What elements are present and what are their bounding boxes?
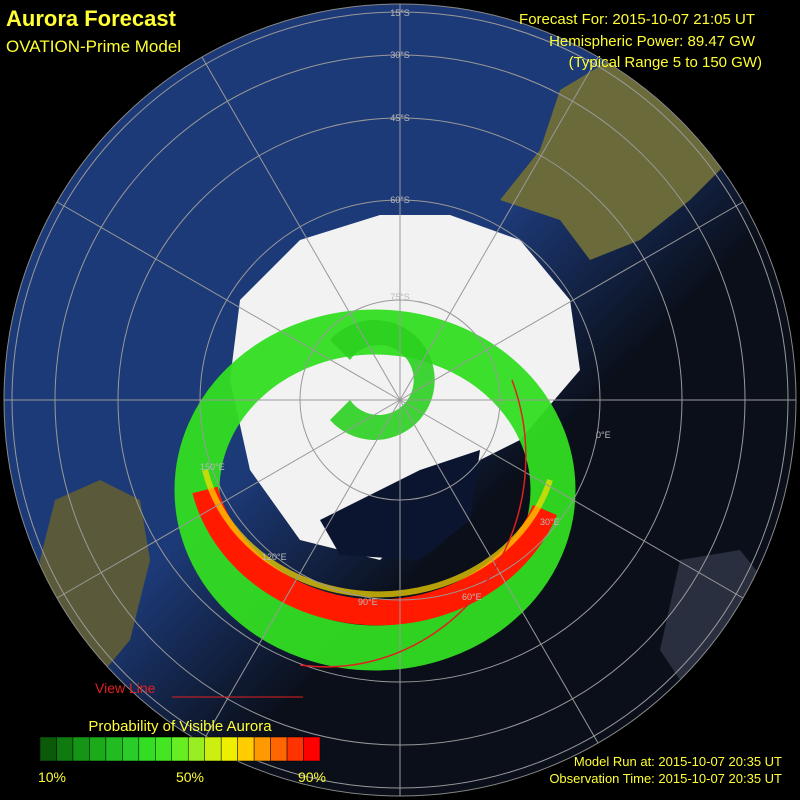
lon-label: 60°E [462, 592, 482, 602]
color-bar [39, 736, 321, 762]
color-swatch [89, 736, 107, 762]
meridian [199, 53, 401, 401]
legend-title: Probability of Visible Aurora [88, 718, 272, 735]
lon-label: 0°E [596, 430, 611, 440]
lat-label: 45°S [390, 113, 410, 123]
color-swatch [303, 736, 321, 762]
lat-label: 30°S [390, 50, 410, 60]
color-swatch [204, 736, 222, 762]
color-swatch [122, 736, 140, 762]
model-run: Model Run at: 2015-10-07 20:35 UT [574, 754, 782, 769]
hemispheric-power: Hemispheric Power: 89.47 GW [549, 33, 756, 50]
globe-edge [3, 3, 797, 797]
color-swatch [237, 736, 255, 762]
legend-tick: 90% [298, 769, 326, 785]
legend-tick: 10% [38, 769, 66, 785]
color-swatch [56, 736, 74, 762]
ice-sheet [230, 215, 580, 560]
meridian [399, 53, 601, 401]
lon-label: 30°E [540, 517, 560, 527]
view-line [299, 379, 527, 668]
color-swatch [286, 736, 304, 762]
meridian [399, 199, 747, 401]
meridian [53, 399, 401, 601]
color-swatch [253, 736, 271, 762]
continent [660, 550, 780, 710]
color-swatch [105, 736, 123, 762]
color-swatch [138, 736, 156, 762]
aurora-core [192, 486, 557, 626]
view-line-label: View Line [95, 680, 156, 696]
color-swatch [171, 736, 189, 762]
lat-label: 75°S [390, 292, 410, 302]
color-swatch [187, 736, 205, 762]
color-swatch [220, 736, 238, 762]
meridian [399, 399, 747, 601]
title: Aurora Forecast [6, 6, 177, 31]
aurora-hook [330, 320, 435, 441]
lon-label: 120°E [262, 552, 287, 562]
typical-range: (Typical Range 5 to 150 GW) [569, 54, 762, 71]
lon-label: 150°E [200, 462, 225, 472]
legend-tick: 50% [176, 769, 204, 785]
subtitle: OVATION-Prime Model [6, 37, 181, 56]
forecast-time: Forecast For: 2015-10-07 21:05 UT [519, 11, 755, 28]
color-swatch [155, 736, 173, 762]
aurora-edge [202, 469, 553, 598]
lon-label: 90°E [358, 597, 378, 607]
lat-label: 15°S [390, 8, 410, 18]
color-swatch [39, 736, 57, 762]
meridian [399, 399, 601, 747]
lat-label: 60°S [390, 195, 410, 205]
meridian [199, 399, 401, 747]
observation-time: Observation Time: 2015-10-07 20:35 UT [549, 771, 782, 786]
color-swatch [270, 736, 288, 762]
meridian [53, 199, 401, 401]
color-swatch [72, 736, 90, 762]
